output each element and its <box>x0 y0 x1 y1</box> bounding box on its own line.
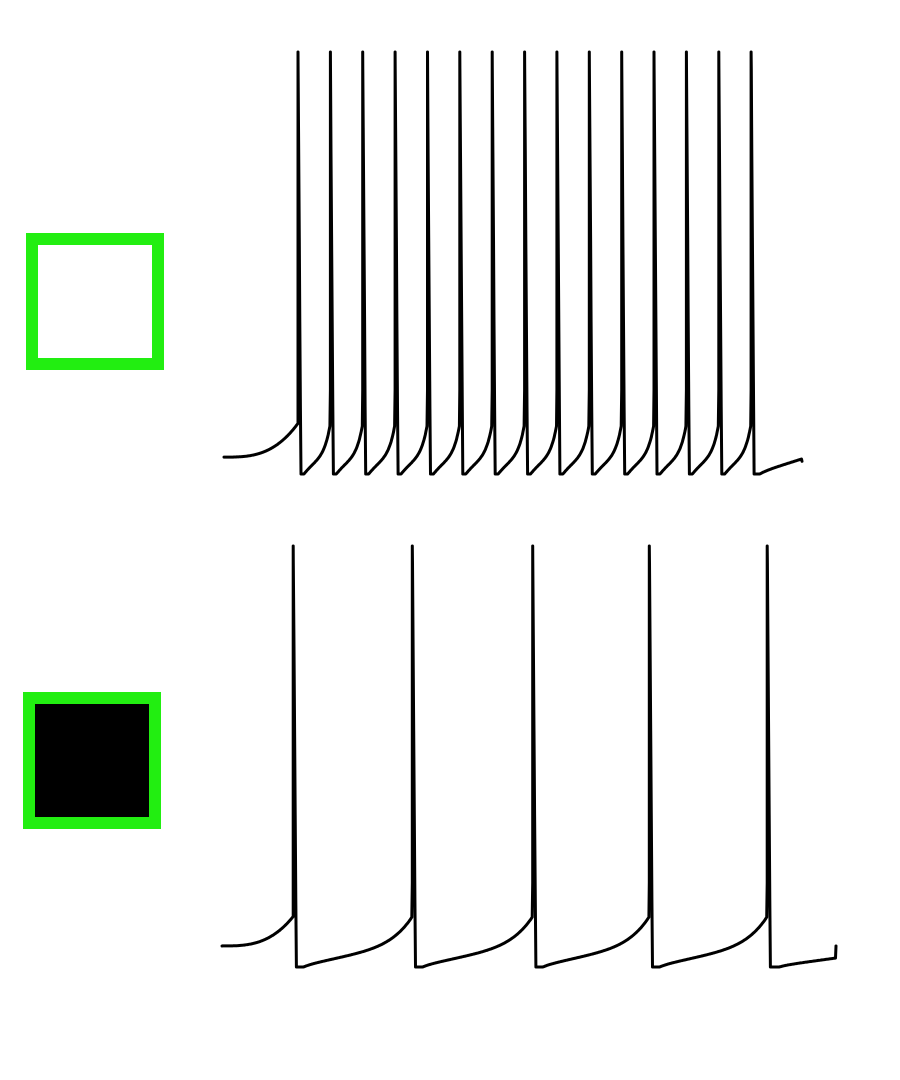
filled-square-icon <box>23 692 161 829</box>
spike-trace-2 <box>220 544 838 969</box>
spike-trace-1 <box>222 50 804 476</box>
open-square-icon <box>26 233 164 370</box>
